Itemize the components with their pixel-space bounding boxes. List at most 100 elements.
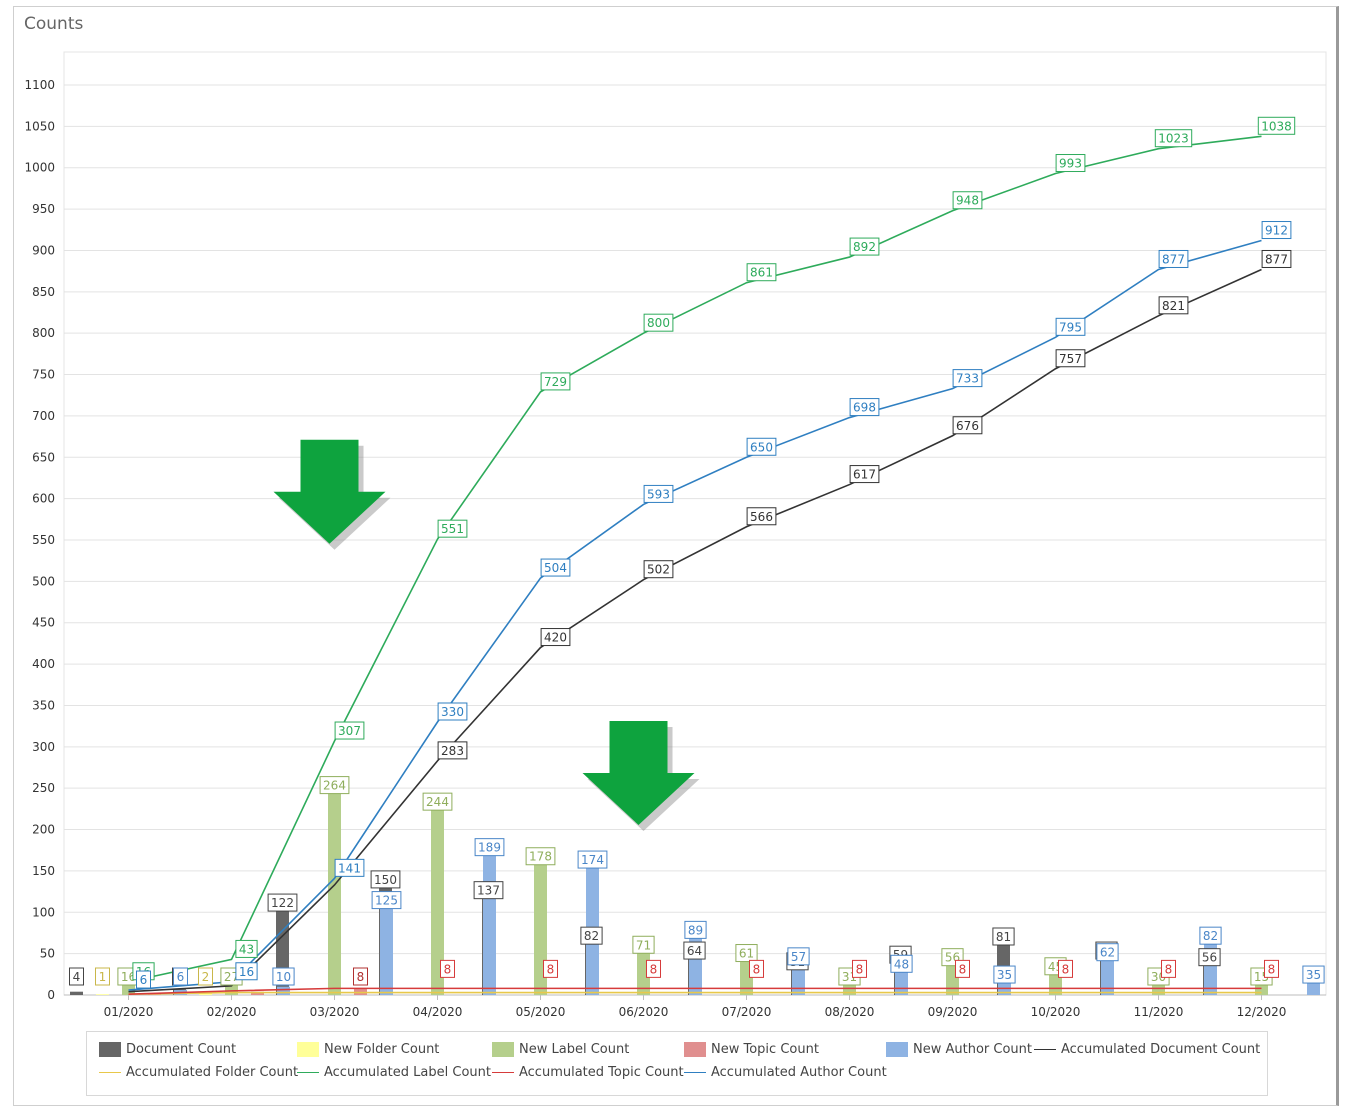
legend-item-accumulated-author-count[interactable]: Accumulated Author Count (684, 1065, 887, 1080)
line-accumulated-folder-count (128, 991, 1262, 995)
data-label-text: 877 (1265, 252, 1288, 266)
data-labels-group: 4712215013782645159816456121627264244178… (69, 116, 1325, 989)
data-label-box (849, 465, 880, 484)
line-label-accumulated-document-count: 821 (1158, 296, 1189, 315)
data-label-text: 178 (529, 850, 552, 864)
data-label-box (1096, 943, 1119, 962)
down-arrow-icon (582, 721, 700, 831)
line-label-accumulated-document-count: 676 (952, 416, 983, 435)
legend-swatch (99, 1042, 121, 1057)
legend-label: New Topic Count (711, 1042, 819, 1057)
bar-label-new-author-count: 48 (890, 954, 913, 973)
chart-legend: Document Count New Folder Count New Label … (86, 1031, 1268, 1096)
data-label-text: 892 (853, 240, 876, 254)
data-label-box (474, 838, 505, 857)
legend-item-new-folder-count[interactable]: New Folder Count (297, 1042, 439, 1057)
line-label-accumulated-document-count: 617 (849, 465, 880, 484)
line-label-accumulated-document-count: 566 (746, 507, 777, 526)
data-label-box (787, 947, 810, 966)
data-label-box (1158, 249, 1189, 268)
legend-line-marker (684, 1072, 706, 1073)
data-label-text: 650 (750, 440, 773, 454)
x-tick-label: 01/2020 (104, 1005, 154, 1019)
y-tick-label: 550 (32, 533, 55, 547)
x-tick-label: 08/2020 (825, 1005, 875, 1019)
legend-item-accumulated-label-count[interactable]: Accumulated Label Count (297, 1065, 491, 1080)
bar-label-new-author-count: 174 (577, 850, 608, 869)
legend-item-new-label-count[interactable]: New Label Count (492, 1042, 629, 1057)
bar-label-document-count: 122 (267, 893, 298, 912)
data-label-text: 821 (1162, 299, 1185, 313)
data-label-text: 698 (853, 401, 876, 415)
bar-document-count (70, 991, 83, 995)
legend-item-new-author-count[interactable]: New Author Count (886, 1042, 1032, 1057)
down-arrow-icon (273, 439, 391, 550)
y-tick-label: 150 (32, 864, 55, 878)
y-tick-label: 50 (40, 947, 55, 961)
data-label-box (643, 560, 674, 579)
data-label-text: 264 (323, 779, 346, 793)
bar-label-new-author-count: 189 (474, 838, 505, 857)
y-tick-label: 0 (47, 988, 55, 1002)
y-tick-label: 450 (32, 616, 55, 630)
data-label-box (1199, 926, 1222, 945)
bar-label-document-count: 4 (69, 967, 84, 986)
line-label-accumulated-author-count: 6 (136, 970, 151, 989)
y-tick-label: 400 (32, 657, 55, 671)
data-label-text: 43 (239, 942, 254, 956)
data-label-box (540, 372, 571, 391)
line-label-accumulated-label-count: 1023 (1154, 129, 1193, 148)
bar-label-new-author-count: 57 (787, 947, 810, 966)
y-tick-label: 700 (32, 409, 55, 423)
line-label-accumulated-topic-count: 8 (440, 959, 455, 978)
line-label-accumulated-topic-count: 8 (749, 959, 764, 978)
data-label-box (69, 967, 84, 986)
data-label-box (952, 416, 983, 435)
data-label-text: 150 (374, 873, 397, 887)
line-label-accumulated-author-count: 912 (1261, 221, 1292, 240)
legend-item-accumulated-folder-count[interactable]: Accumulated Folder Count (99, 1065, 298, 1080)
bar-new-author-count (277, 986, 290, 995)
line-label-accumulated-document-count: 757 (1055, 349, 1086, 368)
bar-label-document-count: 56 (1198, 948, 1221, 967)
arrow-shape (273, 439, 386, 544)
data-label-text: 948 (956, 194, 979, 208)
legend-swatch (886, 1042, 908, 1057)
legend-label: Document Count (126, 1042, 237, 1057)
y-tick-label: 850 (32, 285, 55, 299)
legend-item-document-count[interactable]: Document Count (99, 1042, 236, 1057)
x-tick-label: 07/2020 (722, 1005, 772, 1019)
data-label-box (1058, 959, 1073, 978)
data-label-text: 1023 (1158, 132, 1189, 146)
y-tick-label: 750 (32, 368, 55, 382)
data-label-box (1302, 965, 1325, 984)
line-label-accumulated-label-count: 551 (437, 519, 468, 538)
data-label-text: 16 (121, 970, 136, 984)
data-label-text: 729 (544, 375, 567, 389)
bar-label-document-count: 81 (992, 927, 1015, 946)
x-tick-label: 09/2020 (928, 1005, 978, 1019)
data-label-box (437, 702, 468, 721)
legend-item-accumulated-topic-count[interactable]: Accumulated Topic Count (492, 1065, 684, 1080)
x-tick-label: 05/2020 (516, 1005, 566, 1019)
legend-item-new-topic-count[interactable]: New Topic Count (684, 1042, 819, 1057)
data-label-text: 56 (1202, 951, 1217, 965)
line-label-accumulated-label-count: 800 (643, 313, 674, 332)
line-label-accumulated-label-count: 993 (1055, 154, 1086, 173)
grid-lines (64, 84, 1326, 996)
data-label-text: 64 (687, 944, 702, 958)
data-label-text: 48 (894, 957, 909, 971)
x-tick-label: 02/2020 (207, 1005, 257, 1019)
line-label-accumulated-document-count: 283 (437, 741, 468, 760)
data-label-text: 1038 (1261, 119, 1292, 133)
line-label-accumulated-author-count: 16 (235, 962, 258, 981)
data-label-box (422, 792, 453, 811)
legend-item-accumulated-document-count[interactable]: Accumulated Document Count (1034, 1042, 1260, 1057)
data-label-box (952, 191, 983, 210)
data-label-box (136, 970, 151, 989)
data-label-text: 62 (1100, 946, 1115, 960)
data-label-box (746, 507, 777, 526)
y-tick-label: 600 (32, 492, 55, 506)
legend-label: Accumulated Topic Count (519, 1065, 684, 1080)
line-label-accumulated-topic-count: 8 (646, 959, 661, 978)
